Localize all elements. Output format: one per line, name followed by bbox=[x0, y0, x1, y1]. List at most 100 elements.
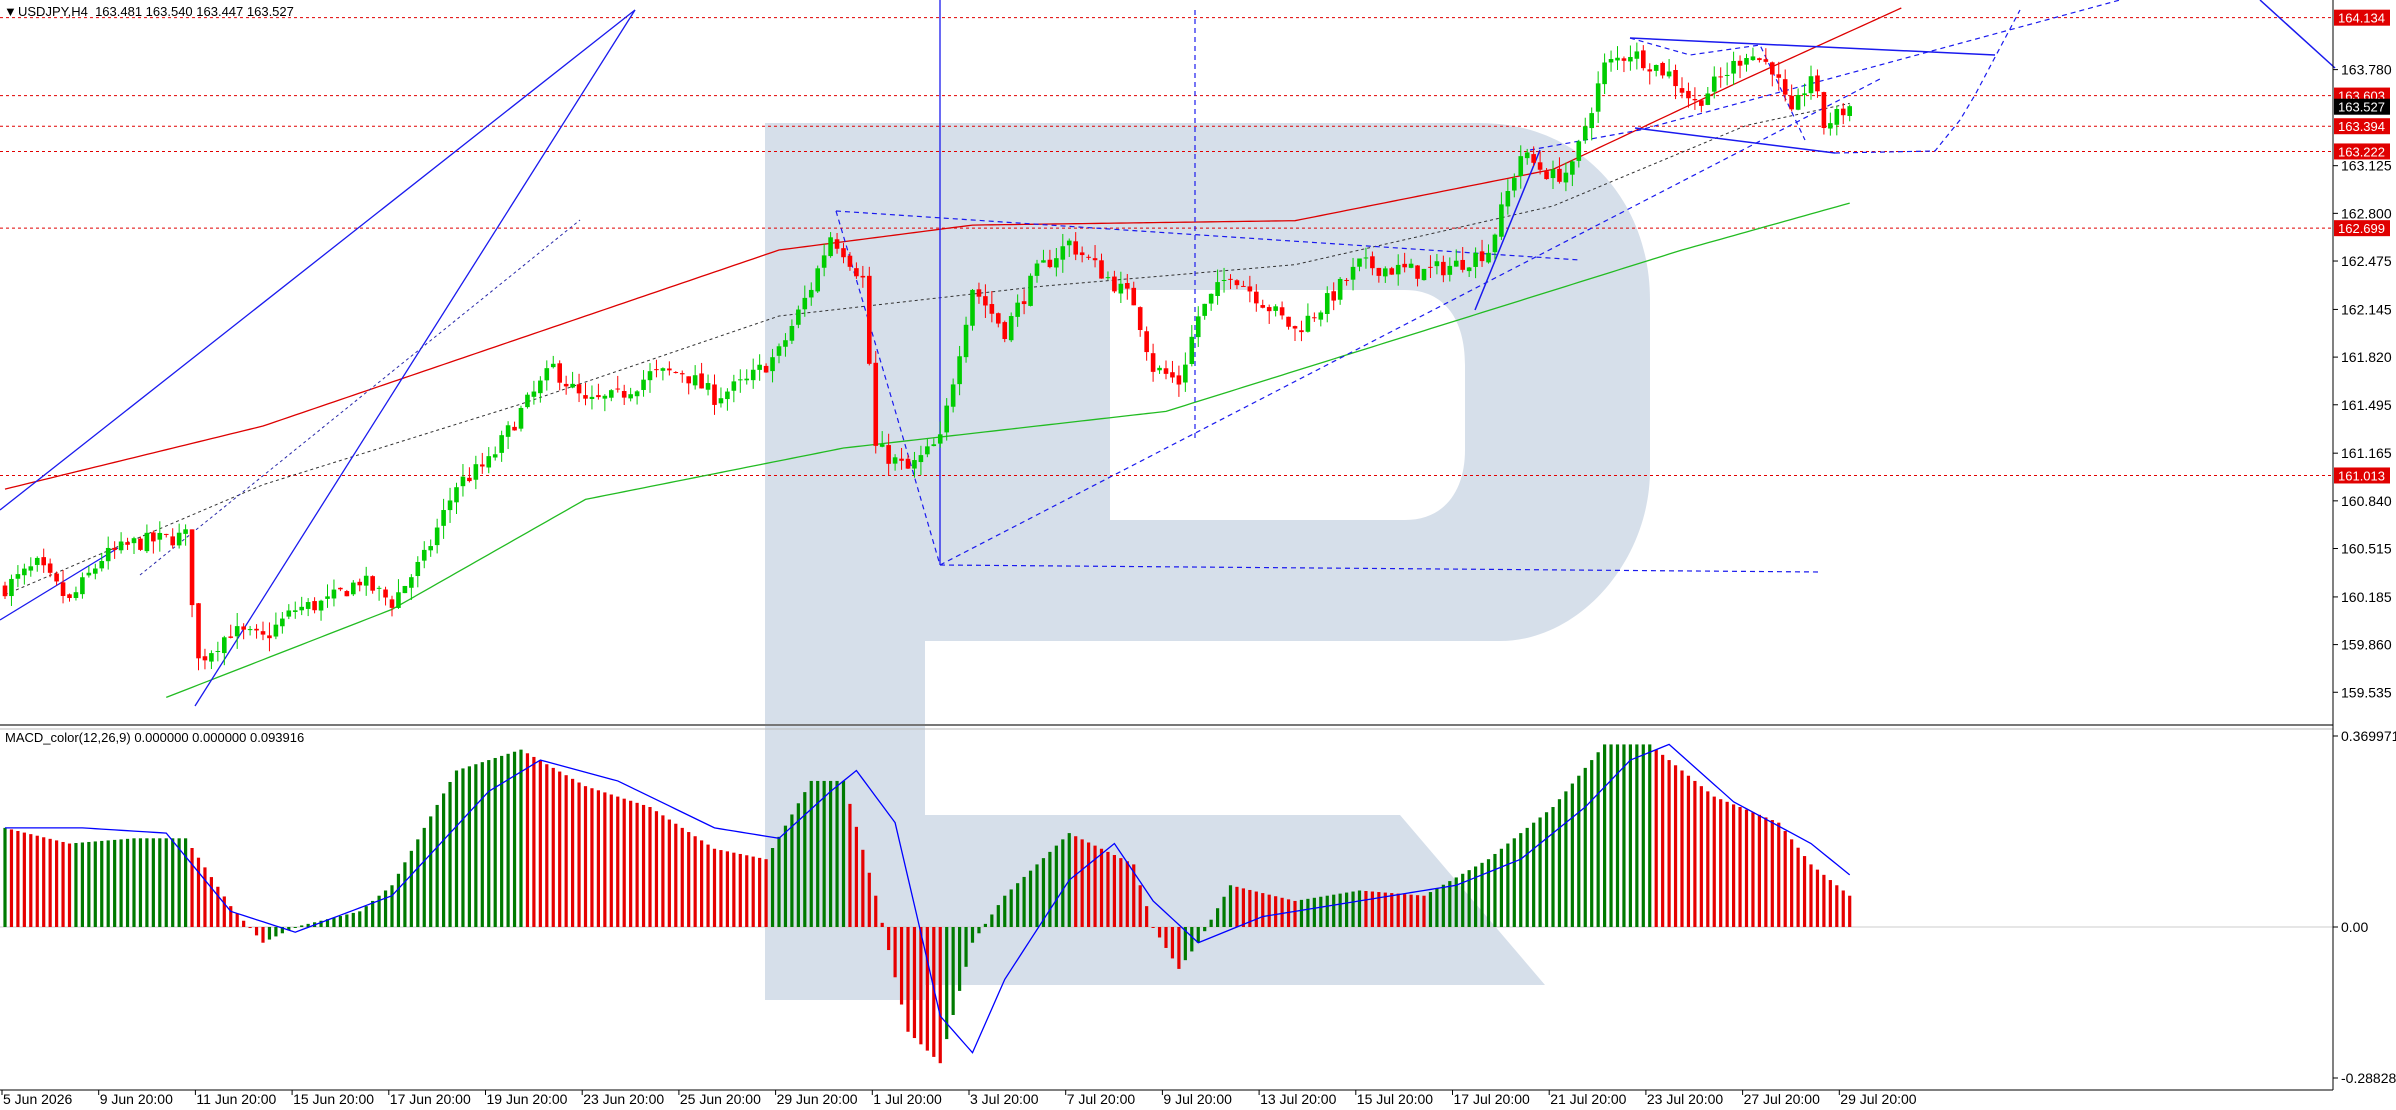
candle-body[interactable] bbox=[854, 268, 859, 277]
candle-body[interactable] bbox=[905, 458, 911, 469]
candle-body[interactable] bbox=[499, 435, 504, 453]
candle-body[interactable] bbox=[434, 527, 440, 546]
candle-body[interactable] bbox=[873, 362, 879, 446]
candle-body[interactable] bbox=[1157, 367, 1162, 371]
candle-body[interactable] bbox=[944, 405, 949, 433]
candle-body[interactable] bbox=[1673, 70, 1678, 87]
candle-body[interactable] bbox=[570, 383, 575, 388]
candle-body[interactable] bbox=[1621, 58, 1627, 61]
candle-body[interactable] bbox=[1724, 74, 1730, 76]
candle-body[interactable] bbox=[1808, 76, 1814, 94]
candle-body[interactable] bbox=[538, 380, 543, 394]
candle-body[interactable] bbox=[357, 581, 363, 586]
candle-body[interactable] bbox=[286, 610, 292, 617]
candle-body[interactable] bbox=[1073, 241, 1078, 255]
candle-body[interactable] bbox=[1763, 59, 1769, 62]
candle-body[interactable] bbox=[486, 456, 492, 468]
candle-body[interactable] bbox=[1060, 246, 1066, 260]
candle-body[interactable] bbox=[1112, 276, 1117, 292]
candle-body[interactable] bbox=[376, 587, 382, 589]
candle-body[interactable] bbox=[789, 325, 795, 341]
candle-body[interactable] bbox=[215, 651, 221, 653]
candle-body[interactable] bbox=[1557, 168, 1562, 182]
candle-body[interactable] bbox=[647, 371, 653, 381]
candle-body[interactable] bbox=[1221, 279, 1227, 281]
candle-body[interactable] bbox=[1589, 113, 1594, 129]
candle-body[interactable] bbox=[93, 568, 98, 574]
candle-body[interactable] bbox=[1828, 123, 1833, 129]
candle-body[interactable] bbox=[318, 600, 324, 611]
candle-body[interactable] bbox=[912, 460, 917, 469]
candle-body[interactable] bbox=[1847, 106, 1852, 116]
candle-body[interactable] bbox=[460, 476, 466, 487]
candle-body[interactable] bbox=[892, 457, 898, 464]
candle-body[interactable] bbox=[1686, 90, 1691, 99]
candle-body[interactable] bbox=[1582, 126, 1588, 141]
candle-body[interactable] bbox=[525, 394, 530, 408]
candle-body[interactable] bbox=[738, 379, 743, 381]
candle-body[interactable] bbox=[1466, 267, 1472, 272]
candle-body[interactable] bbox=[1782, 79, 1788, 95]
candle-body[interactable] bbox=[925, 446, 930, 455]
candle-body[interactable] bbox=[763, 365, 769, 373]
candle-body[interactable] bbox=[931, 444, 937, 447]
candle-body[interactable] bbox=[473, 464, 479, 480]
candle-body[interactable] bbox=[260, 631, 266, 635]
candle-body[interactable] bbox=[1492, 234, 1498, 253]
candle-body[interactable] bbox=[609, 390, 614, 398]
candle-body[interactable] bbox=[1234, 280, 1240, 286]
candle-body[interactable] bbox=[1815, 75, 1820, 92]
candle-body[interactable] bbox=[557, 363, 562, 383]
candle-body[interactable] bbox=[9, 578, 14, 597]
candle-body[interactable] bbox=[1189, 336, 1195, 364]
candle-body[interactable] bbox=[1711, 76, 1717, 92]
candle-body[interactable] bbox=[1770, 62, 1775, 75]
candle-body[interactable] bbox=[1737, 60, 1743, 66]
trend-line-8[interactable] bbox=[835, 210, 941, 566]
macd-axis[interactable]: 0.369971 0.00 -0.288289 bbox=[2333, 728, 2396, 1086]
candle-body[interactable] bbox=[583, 395, 588, 399]
candle-body[interactable] bbox=[1054, 258, 1059, 268]
candle-body[interactable] bbox=[1350, 266, 1356, 280]
candle-body[interactable] bbox=[151, 532, 156, 542]
candle-body[interactable] bbox=[1479, 251, 1485, 262]
candle-body[interactable] bbox=[1125, 283, 1130, 289]
candle-body[interactable] bbox=[1802, 93, 1807, 95]
candle-body[interactable] bbox=[344, 591, 350, 597]
candle-body[interactable] bbox=[222, 637, 227, 654]
candle-body[interactable] bbox=[1247, 286, 1253, 292]
candle-body[interactable] bbox=[305, 602, 311, 609]
candle-body[interactable] bbox=[1744, 58, 1749, 65]
candle-body[interactable] bbox=[841, 248, 846, 258]
candle-body[interactable] bbox=[731, 381, 737, 391]
candle-body[interactable] bbox=[1428, 266, 1433, 268]
trend-line-11[interactable] bbox=[1629, 37, 1996, 56]
candle-body[interactable] bbox=[1363, 257, 1369, 259]
candle-body[interactable] bbox=[886, 445, 891, 464]
candle-body[interactable] bbox=[99, 560, 105, 569]
candle-body[interactable] bbox=[970, 289, 975, 326]
candle-body[interactable] bbox=[1150, 353, 1156, 372]
candle-body[interactable] bbox=[847, 255, 853, 267]
candle-body[interactable] bbox=[441, 510, 446, 526]
candle-body[interactable] bbox=[879, 444, 885, 447]
candle-body[interactable] bbox=[983, 296, 988, 306]
trend-line-12[interactable] bbox=[1634, 127, 1836, 154]
trend-line-10[interactable] bbox=[1474, 149, 1541, 311]
candle-body[interactable] bbox=[1066, 240, 1072, 246]
candle-body[interactable] bbox=[163, 533, 169, 535]
candle-body[interactable] bbox=[54, 573, 59, 582]
candle-body[interactable] bbox=[1395, 264, 1401, 275]
candle-body[interactable] bbox=[802, 297, 808, 310]
candle-body[interactable] bbox=[1653, 64, 1659, 71]
candle-body[interactable] bbox=[1163, 368, 1169, 374]
candle-body[interactable] bbox=[1486, 252, 1491, 263]
trend-line-3[interactable] bbox=[194, 9, 636, 707]
candle-body[interactable] bbox=[80, 577, 85, 595]
candle-body[interactable] bbox=[699, 373, 704, 389]
trend-line-14[interactable] bbox=[1529, 0, 2121, 151]
candle-body[interactable] bbox=[950, 384, 956, 407]
candle-body[interactable] bbox=[770, 357, 775, 372]
candle-body[interactable] bbox=[1512, 178, 1517, 191]
candle-body[interactable] bbox=[1840, 108, 1846, 116]
